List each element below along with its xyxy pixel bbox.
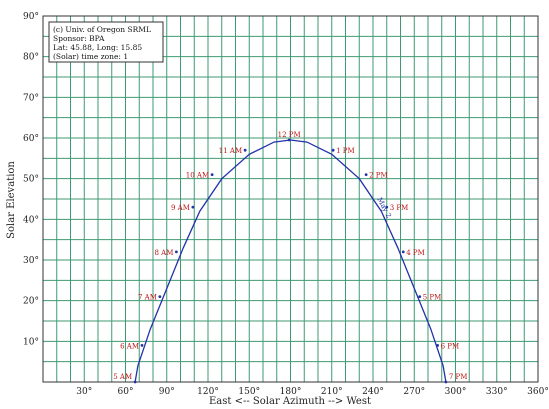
info-box-frame	[48, 21, 164, 63]
hour-label: 5 AM	[113, 373, 132, 381]
x-tick-label: 90°	[159, 387, 175, 397]
y-tick-label: 80°	[23, 53, 39, 63]
hour-label: 7 AM	[138, 294, 157, 302]
y-tick-label: 30°	[23, 256, 39, 266]
hour-label: 6 AM	[120, 342, 139, 350]
info-line-4: (Solar) time zone: 1	[53, 52, 128, 61]
hour-marker	[331, 148, 335, 152]
x-tick-label: 60°	[118, 387, 134, 397]
hour-marker	[210, 173, 214, 177]
y-tick-label: 20°	[23, 297, 39, 307]
hour-label: 4 PM	[406, 249, 425, 257]
y-tick-label: 60°	[23, 134, 39, 144]
x-tick-label: 330°	[486, 387, 508, 397]
x-tick-label: 120°	[197, 387, 219, 397]
y-axis-label: Solar Elevation	[6, 161, 17, 239]
info-line-3: Lat: 45.88, Long: 15.85	[53, 43, 142, 52]
hour-label: 11 AM	[219, 147, 242, 155]
hour-labels: 5 AM 6 AM 7 AM 8 AM 9 AM 10 AM 11 AM 12 PM 1 PM 2…	[113, 131, 468, 384]
hour-label: 9 AM	[171, 204, 190, 212]
hour-marker	[287, 138, 291, 142]
y-tick-label: 50°	[23, 175, 39, 185]
y-tick-label: 40°	[23, 215, 39, 225]
hour-marker	[418, 295, 422, 298]
hour-label: 10 AM	[186, 172, 209, 180]
x-tick-label: 240°	[362, 387, 384, 397]
hour-label: 3 PM	[390, 204, 409, 212]
hour-label: 2 PM	[369, 172, 388, 180]
grid	[42, 15, 539, 383]
hour-marker	[158, 295, 162, 298]
x-axis-label: East <-- Solar Azimuth --> West	[209, 396, 371, 407]
hour-marker	[191, 205, 195, 209]
hour-label: 6 PM	[441, 342, 460, 350]
hour-marker	[133, 380, 137, 384]
hour-marker	[364, 173, 368, 177]
info-line-1: (c) Univ. of Oregon SRML	[53, 25, 151, 34]
plot-frame	[42, 15, 539, 383]
x-tick-label: 300°	[445, 387, 467, 397]
hour-label: 8 AM	[154, 249, 173, 257]
hour-marker	[174, 250, 178, 254]
x-tick-label: 270°	[403, 387, 425, 397]
x-tick-label: 360°	[527, 387, 549, 397]
hour-marker	[436, 344, 440, 347]
x-tick-label: 180°	[280, 387, 302, 397]
hour-marker	[243, 148, 247, 152]
info-line-2: Sponsor: BPA	[53, 34, 105, 43]
x-tick-label: 210°	[321, 387, 343, 397]
hour-label: 12 PM	[278, 131, 301, 139]
hour-label: 5 PM	[423, 294, 442, 302]
hour-marker	[444, 380, 448, 384]
hour-label: 1 PM	[336, 147, 355, 155]
x-tick-label: 150°	[238, 387, 260, 397]
hour-label: 7 PM	[449, 373, 468, 381]
tick-labels: 30° 60° 90° 120° 150° 180° 210° 240° 270° 300° 330…	[23, 12, 549, 397]
y-tick-label: 90°	[23, 12, 39, 22]
hour-marker	[401, 250, 405, 254]
hour-marker	[385, 205, 389, 209]
info-box: (c) Univ. of Oregon SRML Sponsor: BPA La…	[48, 21, 164, 63]
hour-marker	[140, 344, 144, 347]
x-tick-label: 30°	[76, 387, 92, 397]
y-tick-label: 70°	[23, 93, 39, 103]
y-tick-label: 10°	[23, 337, 39, 347]
